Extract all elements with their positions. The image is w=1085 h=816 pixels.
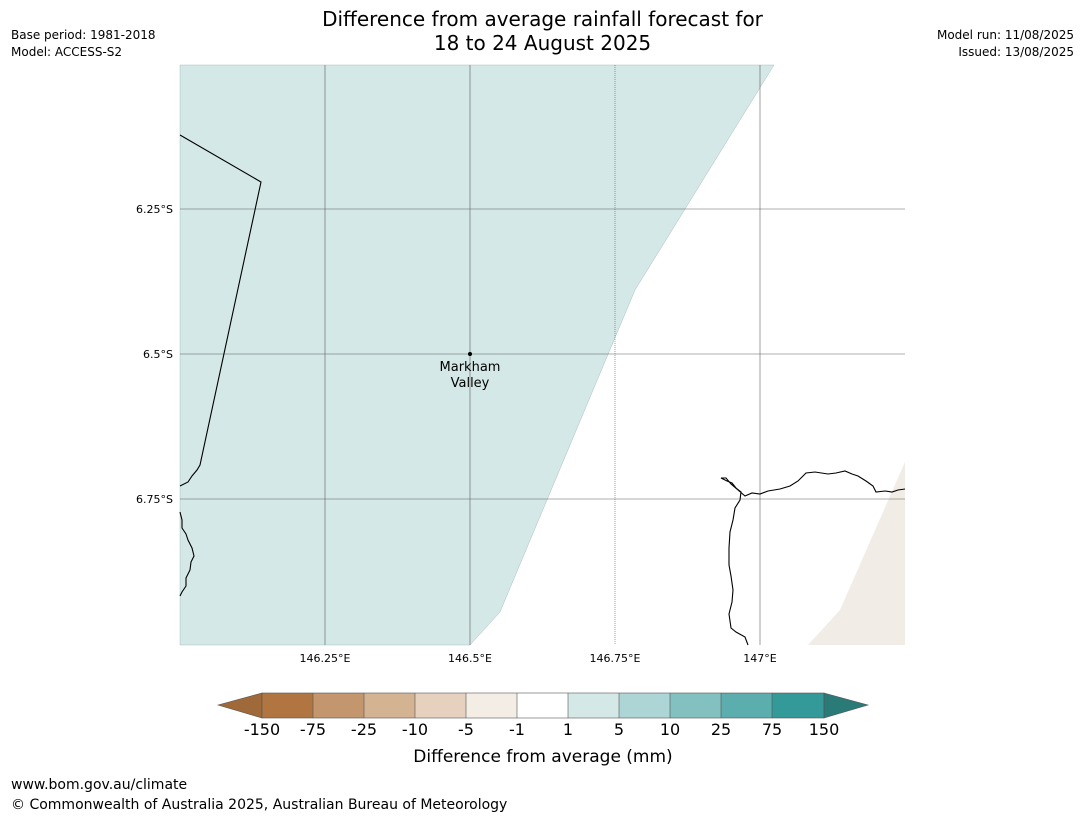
colorbar: -150 -75 -25 -10 -5 -1 1 5 10 25 75 150 … <box>216 692 870 767</box>
colorbar-arrow-low <box>216 692 263 719</box>
colorbar-bin-8 <box>619 693 670 718</box>
colorbar-bin-9 <box>670 693 721 718</box>
colorbar-label: -150 <box>244 720 280 739</box>
markham-valley-point <box>468 352 472 356</box>
meta-right: Model run: 11/08/2025 Issued: 13/08/2025 <box>937 27 1074 61</box>
colorbar-arrow-high <box>823 692 870 719</box>
issued-date: Issued: 13/08/2025 <box>958 45 1074 59</box>
colorbar-bin-5 <box>466 693 517 718</box>
footer: www.bom.gov.au/climate © Commonwealth of… <box>11 775 507 815</box>
model-name: Model: ACCESS-S2 <box>11 45 123 59</box>
colorbar-title: Difference from average (mm) <box>413 747 672 767</box>
place-label-line-2: Valley <box>451 376 490 391</box>
colorbar-bin-6 <box>517 693 568 718</box>
colorbar-bin-4 <box>415 693 466 718</box>
lon-tick-labels: 146.25°E 146.5°E 146.75°E 147°E <box>300 652 777 665</box>
map-title: Difference from average rainfall forecas… <box>240 7 845 55</box>
base-period: Base period: 1981-2018 <box>11 28 156 42</box>
colorbar-dividers <box>261 692 825 719</box>
colorbar-bin-10 <box>721 693 772 718</box>
meta-left: Base period: 1981-2018 Model: ACCESS-S2 <box>11 27 156 61</box>
colorbar-label: 150 <box>809 720 840 739</box>
place-label-line-1: Markham <box>440 360 501 375</box>
colorbar-bin-11 <box>772 693 824 718</box>
lat-tick-6-75: 6.75°S <box>136 493 173 506</box>
colorbar-label: -10 <box>402 720 428 739</box>
lat-tick-labels: 6.25°S 6.5°S 6.75°S <box>136 203 173 506</box>
map-panel: Markham Valley <box>179 64 906 646</box>
region-1-to-5mm <box>179 64 775 646</box>
lon-tick-146-25: 146.25°E <box>300 652 351 665</box>
footer-copyright: © Commonwealth of Australia 2025, Austra… <box>11 797 508 813</box>
lat-tick-6-25: 6.25°S <box>136 203 173 216</box>
title-line-2: 18 to 24 August 2025 <box>433 31 652 55</box>
colorbar-bin-2 <box>313 693 364 718</box>
lon-tick-147: 147°E <box>743 652 776 665</box>
footer-url: www.bom.gov.au/climate <box>11 777 188 793</box>
model-run: Model run: 11/08/2025 <box>936 28 1074 42</box>
colorbar-bin-7 <box>568 693 619 718</box>
boundaries <box>179 134 906 646</box>
title-line-1: Difference from average rainfall forecas… <box>322 7 763 31</box>
lat-tick-6-5: 6.5°S <box>143 348 173 361</box>
colorbar-label: -25 <box>351 720 377 739</box>
coastline-east <box>720 470 906 646</box>
boundary-line-west <box>179 134 262 487</box>
gridlines <box>180 65 905 645</box>
colorbar-label: -5 <box>458 720 474 739</box>
region-minus1-to-minus5mm <box>808 462 905 645</box>
lon-tick-146-5: 146.5°E <box>448 652 492 665</box>
colorbar-label: -75 <box>300 720 326 739</box>
lon-tick-146-75: 146.75°E <box>590 652 641 665</box>
coastline-west-fragment <box>179 511 195 597</box>
colorbar-label: 1 <box>563 720 573 739</box>
colorbar-label: 25 <box>711 720 731 739</box>
colorbar-label: 75 <box>762 720 782 739</box>
colorbar-label: -1 <box>509 720 525 739</box>
colorbar-label: 10 <box>660 720 680 739</box>
colorbar-bin-1 <box>262 693 313 718</box>
colorbar-bin-3 <box>364 693 415 718</box>
colorbar-label: 5 <box>614 720 624 739</box>
colorbar-frame <box>261 692 825 719</box>
colorbar-tick-labels: -150 -75 -25 -10 -5 -1 1 5 10 25 75 150 <box>244 720 839 739</box>
